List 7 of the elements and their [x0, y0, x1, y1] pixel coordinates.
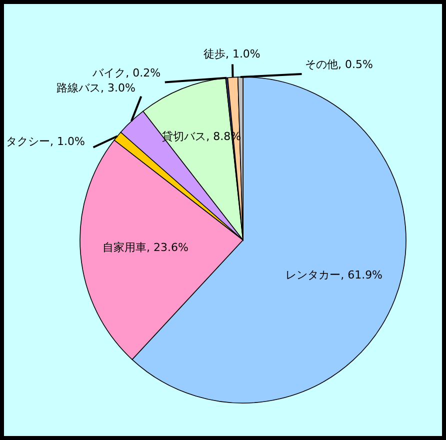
- slice-label: 自家用車, 23.6%: [102, 240, 188, 254]
- slice-label: 徒歩, 1.0%: [203, 48, 260, 61]
- slice-label: バイク, 0.2%: [92, 66, 161, 80]
- slice-label: レンタカー, 61.9%: [286, 268, 383, 282]
- slice-label: タクシー, 1.0%: [6, 135, 85, 148]
- slice-label: 路線バス, 3.0%: [56, 81, 136, 94]
- slice-label: その他, 0.5%: [305, 58, 373, 71]
